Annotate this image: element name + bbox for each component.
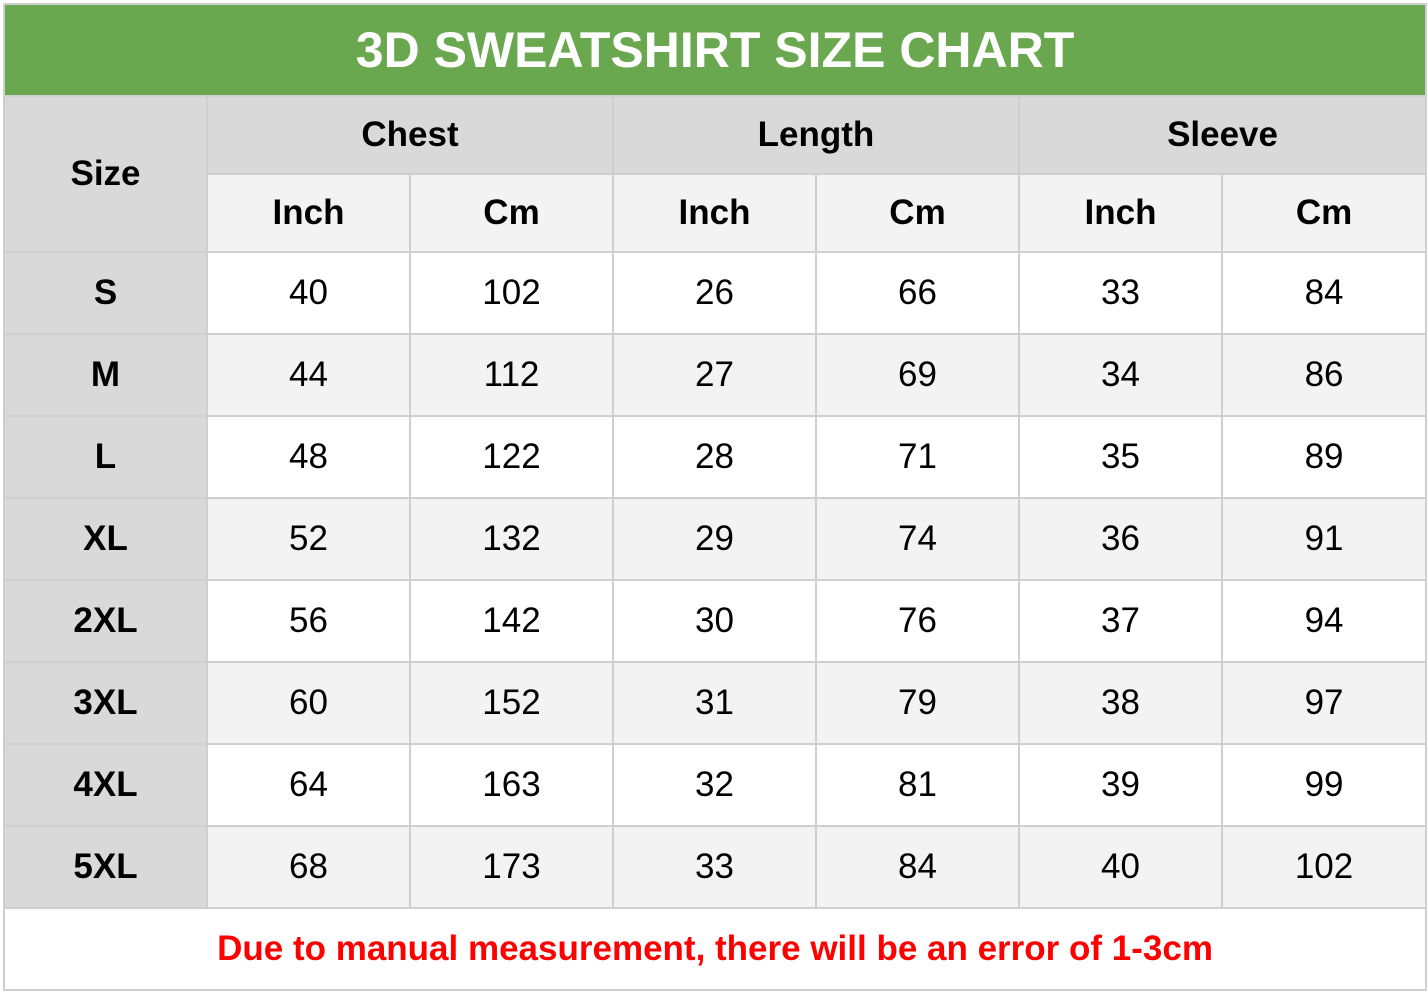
measurement-cell: 31: [612, 661, 817, 745]
sleeve-header: Sleeve: [1017, 95, 1428, 175]
size-cell: XL: [3, 497, 208, 581]
measurement-cell: 84: [1220, 251, 1428, 335]
measurement-cell: 44: [206, 333, 411, 417]
table-row: S 40 102 26 66 33 84: [3, 251, 1428, 335]
measurement-cell: 173: [409, 825, 614, 909]
length-header: Length: [612, 95, 1020, 175]
measurement-cell: 40: [1018, 825, 1223, 909]
measurement-cell: 91: [1220, 497, 1428, 581]
measurement-cell: 30: [612, 579, 817, 663]
measurement-cell: 66: [815, 251, 1020, 335]
table-row: L 48 122 28 71 35 89: [3, 415, 1428, 499]
measurement-note: Due to manual measurement, there will be…: [2, 907, 1428, 991]
measurement-cell: 163: [409, 743, 614, 827]
measurement-cell: 60: [206, 661, 411, 745]
measurement-cell: 28: [612, 415, 817, 499]
table-row: M 44 112 27 69 34 86: [3, 333, 1428, 417]
measurement-cell: 39: [1018, 743, 1223, 827]
measurement-cell: 56: [206, 579, 411, 663]
size-chart-table: 3D SWEATSHIRT SIZE CHART Size Chest Leng…: [2, 3, 1428, 991]
measurement-cell: 29: [612, 497, 817, 581]
measurement-cell: 102: [409, 251, 614, 335]
size-cell: 5XL: [3, 825, 208, 909]
measurement-cell: 52: [206, 497, 411, 581]
measurement-cell: 69: [815, 333, 1020, 417]
chest-header: Chest: [206, 95, 614, 175]
measurement-cell: 37: [1018, 579, 1223, 663]
chart-title: 3D SWEATSHIRT SIZE CHART: [2, 3, 1428, 97]
measurement-cell: 36: [1018, 497, 1223, 581]
measurement-cell: 40: [206, 251, 411, 335]
unit-header: Inch: [206, 173, 411, 253]
unit-header: Cm: [815, 173, 1020, 253]
table-row: 2XL 56 142 30 76 37 94: [3, 579, 1428, 663]
unit-header: Inch: [612, 173, 817, 253]
measurement-cell: 35: [1018, 415, 1223, 499]
measurement-cell: 94: [1220, 579, 1428, 663]
measurement-cell: 48: [206, 415, 411, 499]
measurement-cell: 89: [1220, 415, 1428, 499]
measurement-cell: 102: [1220, 825, 1428, 909]
measurement-cell: 71: [815, 415, 1020, 499]
measurement-cell: 122: [409, 415, 614, 499]
measurement-cell: 76: [815, 579, 1020, 663]
measurement-cell: 81: [815, 743, 1020, 827]
measurement-cell: 132: [409, 497, 614, 581]
measurement-cell: 33: [612, 825, 817, 909]
measurement-cell: 38: [1018, 661, 1223, 745]
measurement-cell: 74: [815, 497, 1020, 581]
measurement-cell: 32: [612, 743, 817, 827]
size-cell: S: [3, 251, 208, 335]
measurement-cell: 64: [206, 743, 411, 827]
table-row: XL 52 132 29 74 36 91: [3, 497, 1428, 581]
measurement-cell: 86: [1220, 333, 1428, 417]
unit-header: Cm: [1220, 173, 1428, 253]
size-cell: 3XL: [3, 661, 208, 745]
measurement-cell: 68: [206, 825, 411, 909]
measurement-cell: 142: [409, 579, 614, 663]
measurement-cell: 26: [612, 251, 817, 335]
measurement-cell: 33: [1018, 251, 1223, 335]
measurement-cell: 152: [409, 661, 614, 745]
measurement-cell: 34: [1018, 333, 1223, 417]
unit-header: Cm: [409, 173, 614, 253]
size-cell: 4XL: [3, 743, 208, 827]
size-cell: L: [3, 415, 208, 499]
measurement-cell: 99: [1220, 743, 1428, 827]
measurement-cell: 84: [815, 825, 1020, 909]
size-cell: 2XL: [3, 579, 208, 663]
measurement-cell: 112: [409, 333, 614, 417]
measurement-cell: 79: [815, 661, 1020, 745]
size-cell: M: [3, 333, 208, 417]
table-row: 3XL 60 152 31 79 38 97: [3, 661, 1428, 745]
measurement-cell: 97: [1220, 661, 1428, 745]
table-row: 5XL 68 173 33 84 40 102: [3, 825, 1428, 909]
table-row: 4XL 64 163 32 81 39 99: [3, 743, 1428, 827]
size-header: Size: [3, 95, 208, 253]
unit-header: Inch: [1018, 173, 1223, 253]
measurement-cell: 27: [612, 333, 817, 417]
